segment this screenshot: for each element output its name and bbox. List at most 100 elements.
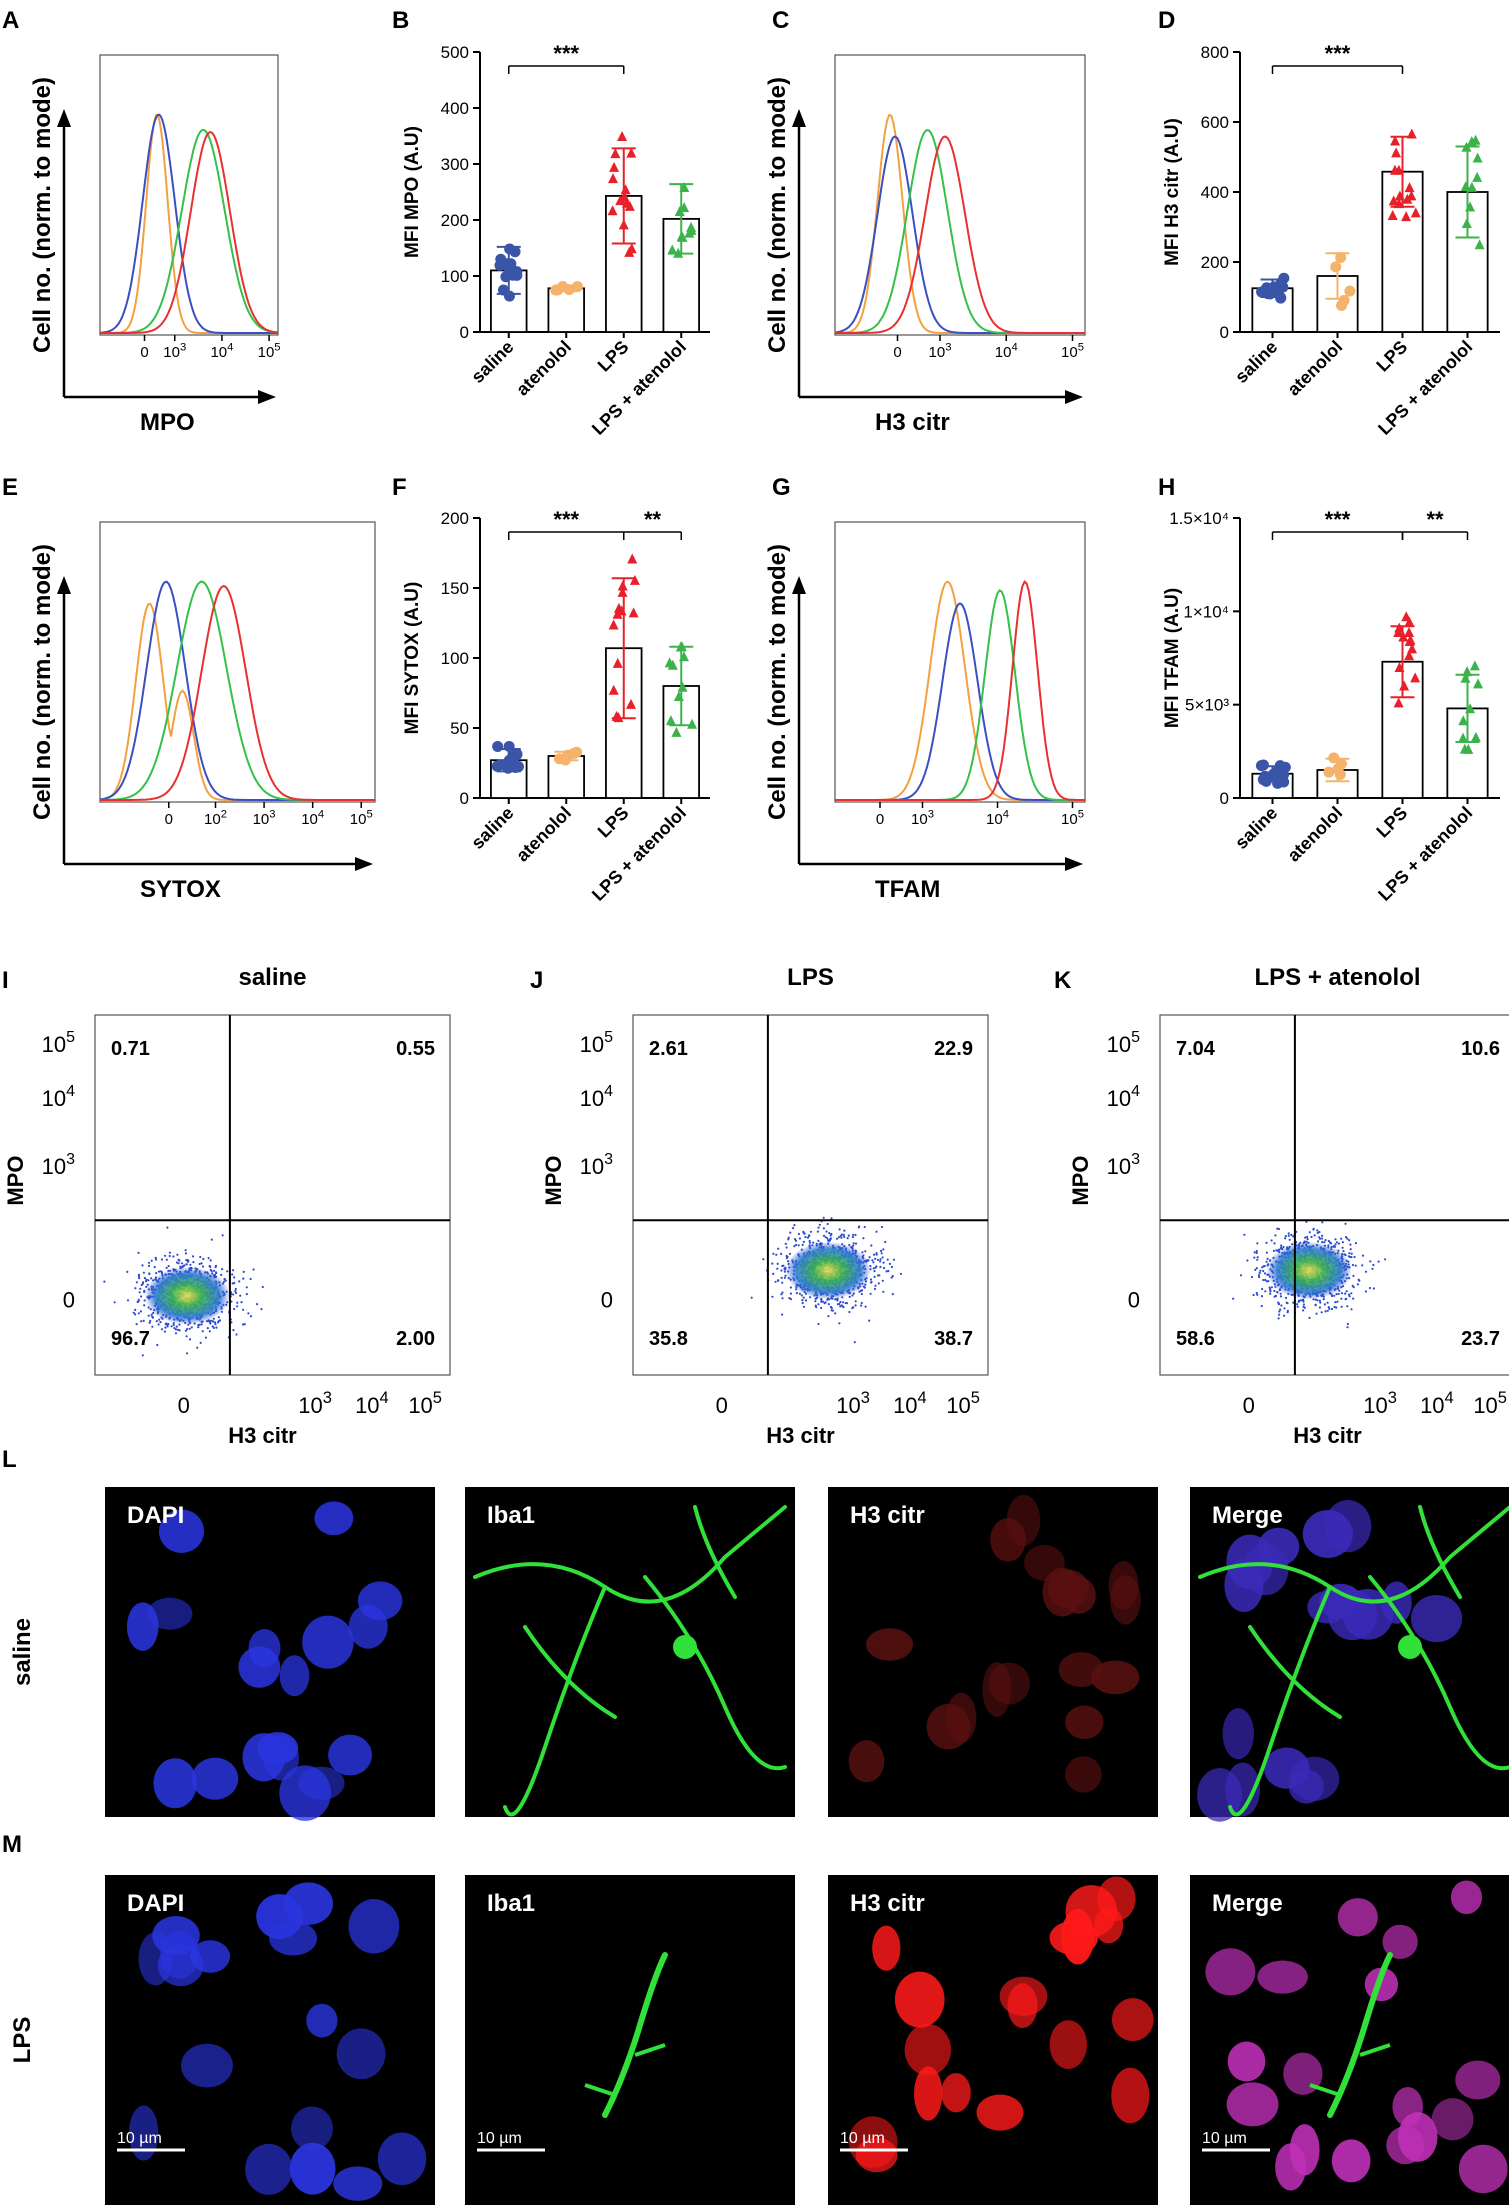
flow-event [1371, 1267, 1374, 1270]
flow-event [824, 1236, 827, 1239]
flow-event [141, 1264, 144, 1267]
flow-event [851, 1306, 854, 1310]
nucleus [1225, 1762, 1261, 1817]
flow-event [785, 1254, 788, 1258]
histogram-tick-label: 0 [876, 811, 884, 828]
flow-event [842, 1233, 845, 1236]
flow-event [1327, 1239, 1330, 1243]
data-point [624, 200, 635, 211]
flow-event [822, 1227, 826, 1230]
flow-event [1323, 1241, 1326, 1244]
flow-event [851, 1235, 855, 1239]
panel-letter-m: M [2, 1831, 22, 1858]
flow-event [1262, 1278, 1265, 1282]
quadrant-value-ul: 2.61 [649, 1038, 688, 1060]
flow-event [126, 1299, 130, 1302]
flow-event [155, 1320, 158, 1323]
flow-event [1368, 1286, 1372, 1290]
data-point [620, 184, 631, 195]
flow-density [785, 1241, 871, 1300]
flow-event [802, 1305, 806, 1308]
flow-event [234, 1291, 238, 1295]
flow-event [885, 1270, 888, 1273]
flow-event [1287, 1232, 1290, 1235]
flow-event [160, 1328, 164, 1331]
significance-label: ** [1426, 507, 1444, 532]
flow-event [836, 1303, 840, 1306]
flow-event [202, 1257, 205, 1261]
flow-event [1346, 1326, 1349, 1329]
flow-event [1277, 1302, 1280, 1305]
bar-chart-b: 0 100 200 300 400 500 MFI MPO (A.U) salineateno… [402, 41, 710, 439]
flow-event [838, 1322, 841, 1325]
significance-label: *** [1325, 507, 1351, 532]
micro-row-label: LPS [9, 2017, 36, 2064]
quadrant-value-lr: 23.7 [1461, 1328, 1500, 1350]
flow-event [1286, 1311, 1289, 1314]
flow-event [1334, 1245, 1337, 1248]
data-point [1404, 635, 1415, 646]
flow-event [875, 1230, 878, 1233]
flow-event [860, 1292, 864, 1296]
nucleus [128, 2105, 159, 2161]
flow-event [1274, 1294, 1278, 1297]
flow-event [1273, 1289, 1276, 1293]
flow-event [879, 1260, 882, 1263]
flow-event [132, 1311, 135, 1314]
flow-event [817, 1303, 820, 1306]
flow-event [212, 1326, 215, 1329]
flow-event [1283, 1314, 1286, 1317]
data-point [494, 259, 506, 271]
data-point [629, 574, 640, 585]
flow-event [147, 1261, 151, 1264]
flow-event [877, 1282, 880, 1285]
flow-event [804, 1236, 807, 1239]
flow-event [1276, 1290, 1279, 1294]
flow-event [201, 1330, 204, 1333]
flow-event [1344, 1236, 1348, 1239]
flow-event [1283, 1307, 1286, 1310]
flow-event [882, 1290, 885, 1293]
flow-event [861, 1251, 864, 1254]
data-point [1344, 285, 1356, 297]
scale-bar-label: 10 µm [1202, 2130, 1247, 2147]
histogram-g: 0 103 104 105 TFAM Cell no. (norm. to mode) [764, 521, 1086, 903]
flow-event [848, 1310, 851, 1314]
flow-frame [94, 1014, 451, 1376]
flow-event [213, 1321, 217, 1324]
flow-event [232, 1269, 235, 1272]
panel-letter-b: B [392, 7, 409, 34]
nucleus [302, 1615, 354, 1669]
flow-event [808, 1234, 811, 1237]
panel-letter-d: D [1158, 7, 1175, 34]
nucleus [262, 1735, 300, 1781]
flow-event [214, 1264, 218, 1267]
data-point [1387, 210, 1398, 221]
flow-event [871, 1259, 874, 1262]
flow-event [1326, 1301, 1329, 1304]
flow-event [854, 1300, 857, 1303]
flow-event [210, 1238, 213, 1241]
flow-plot-i: saline 0.71 0.55 96.7 2.00 0 103 104 105 0 103 104 1… [3, 964, 451, 1448]
flow-event [172, 1255, 175, 1258]
quadrant-value-ll: 58.6 [1176, 1328, 1215, 1350]
panel-letter-e: E [2, 474, 18, 501]
flow-event [820, 1300, 823, 1303]
flow-event [184, 1329, 187, 1332]
flow-event [1356, 1283, 1359, 1286]
flow-event [820, 1306, 823, 1310]
flow-event [1314, 1303, 1317, 1306]
flow-event [1255, 1251, 1258, 1255]
flow-event [142, 1271, 145, 1274]
nucleus [976, 2094, 1024, 2131]
histogram-tick-label: 103 [253, 808, 276, 828]
nucleus [1111, 1998, 1154, 2042]
flow-event [775, 1253, 778, 1256]
flow-event [781, 1264, 784, 1268]
flow-event [167, 1264, 170, 1268]
flow-ylabel: MPO [1068, 1156, 1093, 1206]
flow-event [143, 1276, 146, 1280]
flow-event [1262, 1269, 1265, 1273]
flow-event [879, 1265, 882, 1269]
flow-event [1280, 1304, 1283, 1307]
